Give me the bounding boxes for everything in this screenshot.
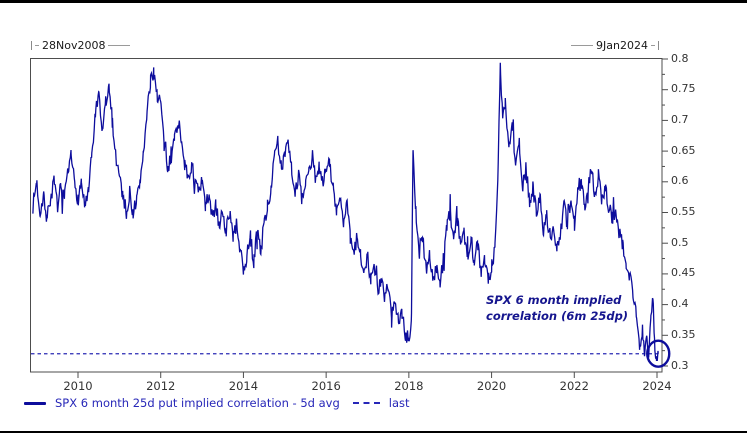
- range-start-stub: [35, 45, 39, 46]
- y-tick-label: 0.5: [671, 235, 689, 249]
- y-tick-label: 0.65: [671, 143, 696, 157]
- y-tick-label: 0.3: [671, 358, 689, 372]
- x-tick-label: 2012: [146, 379, 176, 393]
- legend: SPX 6 month 25d put implied correlation …: [24, 396, 410, 410]
- legend-series-label: SPX 6 month 25d put implied correlation …: [55, 396, 340, 410]
- y-tick-label: 0.7: [671, 112, 689, 126]
- x-tick-label: 2016: [311, 379, 341, 393]
- range-end-stub: [651, 45, 655, 46]
- top-rule: [0, 0, 747, 3]
- y-tick-label: 0.55: [671, 205, 696, 218]
- legend-line-swatch: [24, 401, 46, 405]
- y-tick-label: 0.4: [671, 297, 689, 311]
- bottom-rule: [0, 431, 747, 433]
- endpoint-circle-annotation: [646, 339, 671, 368]
- annotation-line2: correlation (6m 25dp): [486, 309, 629, 324]
- end-date-label: 9Jan2024: [596, 39, 648, 52]
- x-tick-label: 2014: [228, 379, 259, 393]
- x-tick-label: 2018: [394, 379, 424, 393]
- series-annotation: SPX 6 month implied correlation (6m 25dp…: [486, 292, 628, 324]
- x-tick-label: 2022: [559, 379, 589, 393]
- range-start-line: [108, 45, 131, 46]
- legend-dash-swatch: [352, 402, 380, 404]
- y-tick-label: 0.8: [671, 51, 689, 65]
- y-tick-label: 0.6: [671, 174, 689, 188]
- range-end-line: [571, 45, 594, 46]
- y-tick-label: 0.35: [671, 327, 696, 341]
- annotation-line1: SPX 6 month implied: [486, 293, 622, 307]
- x-tick-label: 2020: [476, 379, 507, 393]
- legend-last-label: last: [388, 396, 410, 410]
- range-start-tick: [31, 41, 32, 50]
- y-tick-label: 0.45: [671, 266, 696, 280]
- x-tick-label: 2010: [63, 379, 93, 393]
- date-range-start: 28Nov2008: [31, 39, 131, 52]
- start-date-label: 28Nov2008: [42, 39, 106, 52]
- x-tick-label: 2024: [642, 379, 672, 393]
- y-tick-label: 0.75: [671, 82, 696, 96]
- range-end-tick: [658, 41, 659, 50]
- date-range-end: 9Jan2024: [571, 39, 659, 52]
